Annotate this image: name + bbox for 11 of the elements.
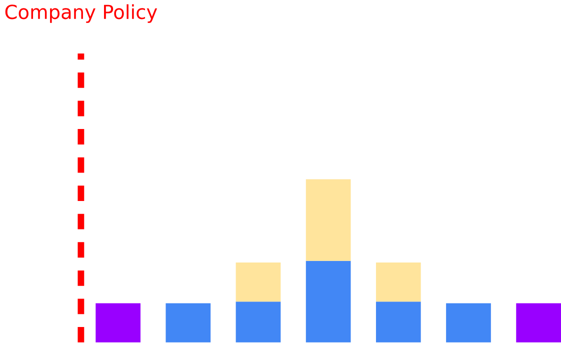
bar: [376, 302, 421, 343]
bar: [166, 303, 211, 343]
bar: [236, 302, 281, 343]
bar: [306, 260, 351, 343]
bar: [236, 262, 281, 302]
bar: [446, 303, 491, 343]
bar: [96, 303, 141, 343]
bar: [516, 303, 561, 343]
bar: [376, 262, 421, 302]
bar: [306, 179, 351, 261]
text: Company Policy: [5, 4, 158, 24]
